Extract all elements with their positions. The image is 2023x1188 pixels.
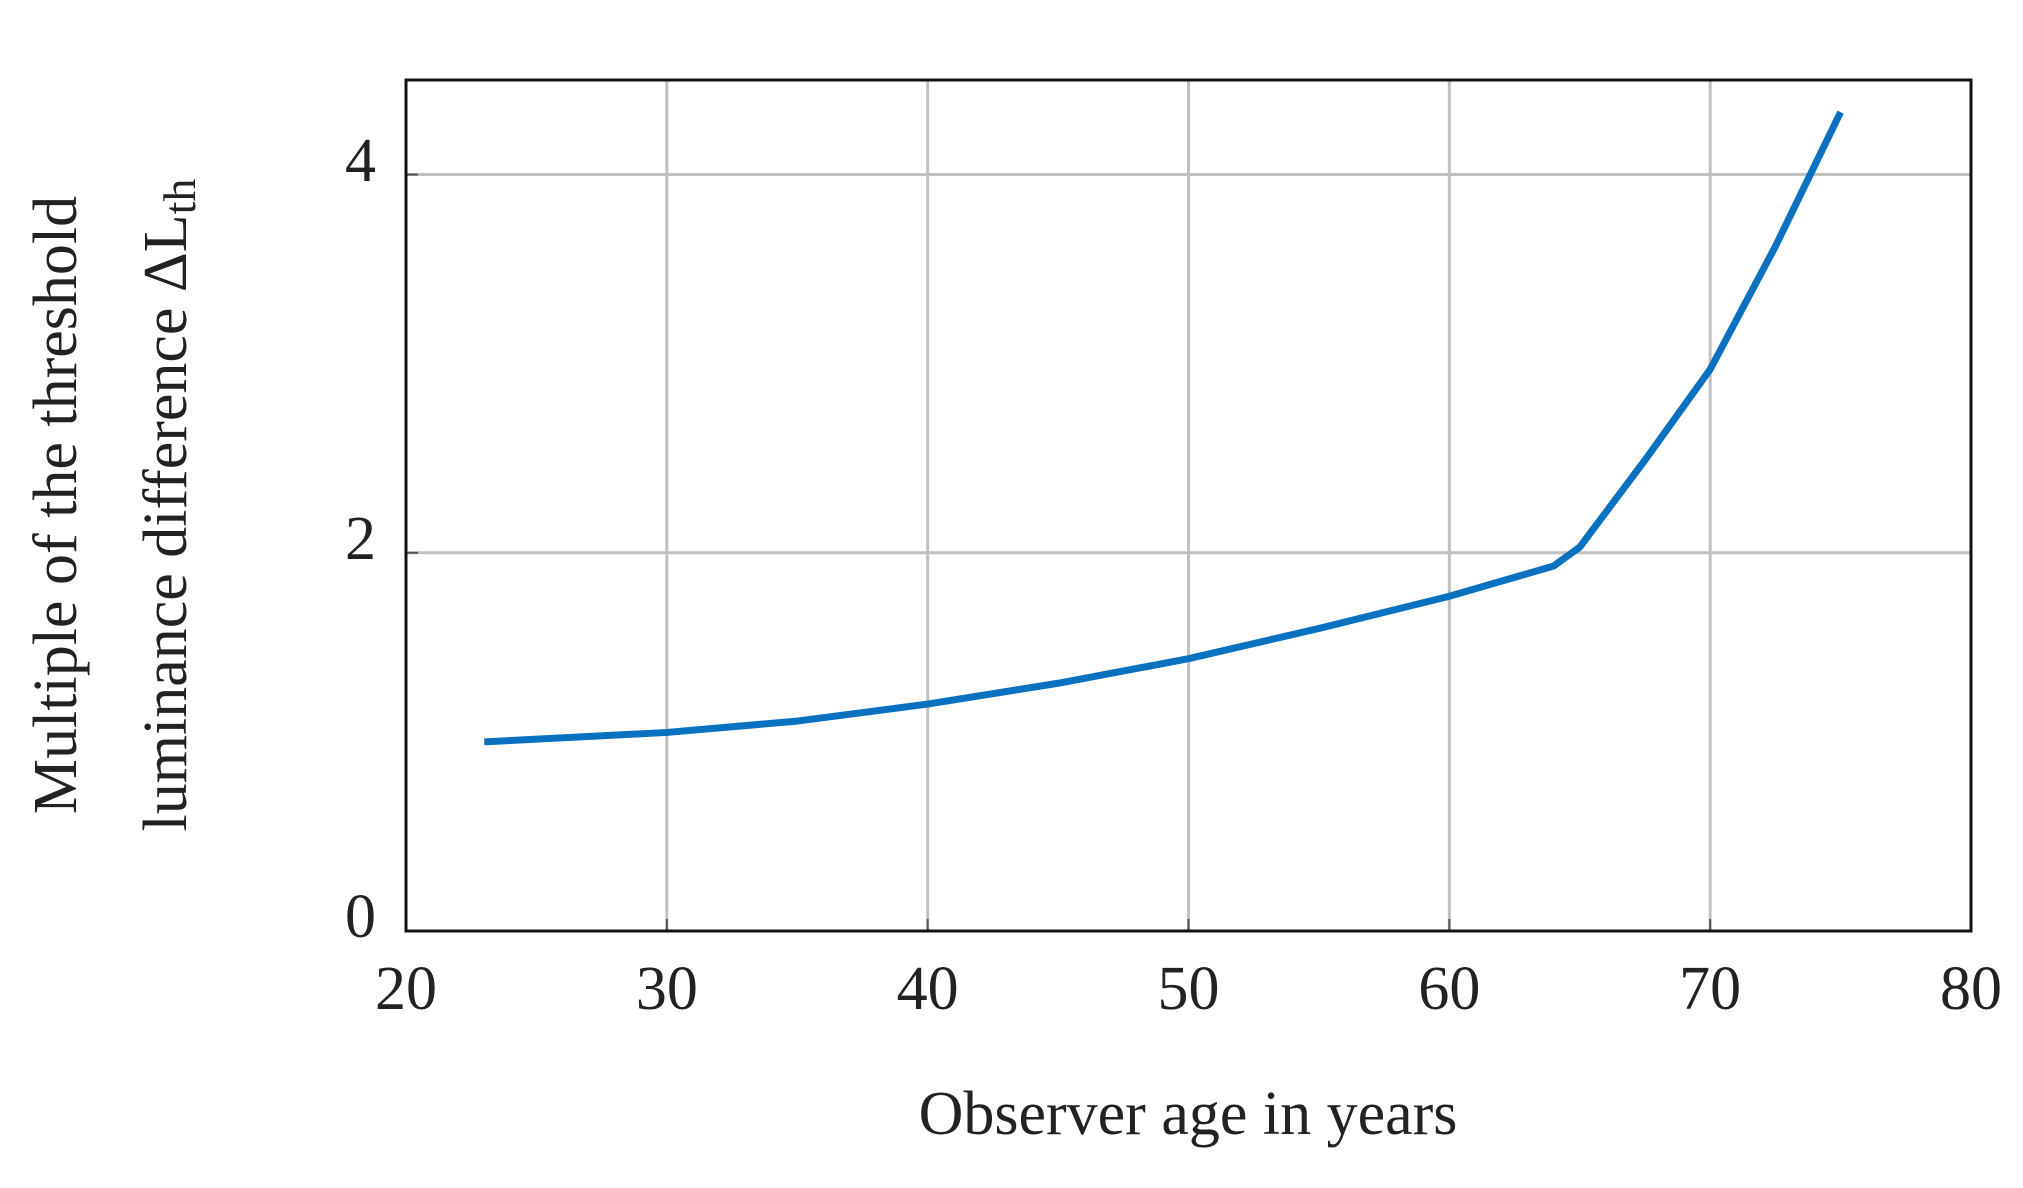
data-line — [484, 110, 1844, 746]
x-tick-label: 20 — [375, 955, 437, 1023]
x-tick-label: 30 — [636, 955, 698, 1023]
y-tick-label: 4 — [345, 127, 376, 195]
x-tick-label: 80 — [1940, 955, 2002, 1023]
y-axis-label-text: luminance difference ΔL — [132, 214, 200, 831]
x-axis-label: Observer age in years — [919, 1080, 1458, 1148]
x-tick-label: 50 — [1158, 955, 1220, 1023]
y-axis-label: Multiple of the threshold — [22, 196, 90, 814]
y-axis-label-subscript: th — [154, 179, 205, 215]
x-tick-label: 40 — [897, 955, 959, 1023]
x-tick-label: 70 — [1679, 955, 1741, 1023]
x-tick-label: 60 — [1418, 955, 1480, 1023]
y-tick-label: 0 — [345, 883, 376, 951]
y-tick-label: 2 — [345, 505, 376, 573]
y-axis-label: luminance difference ΔLth — [132, 179, 204, 832]
plot-frame — [404, 78, 1973, 933]
